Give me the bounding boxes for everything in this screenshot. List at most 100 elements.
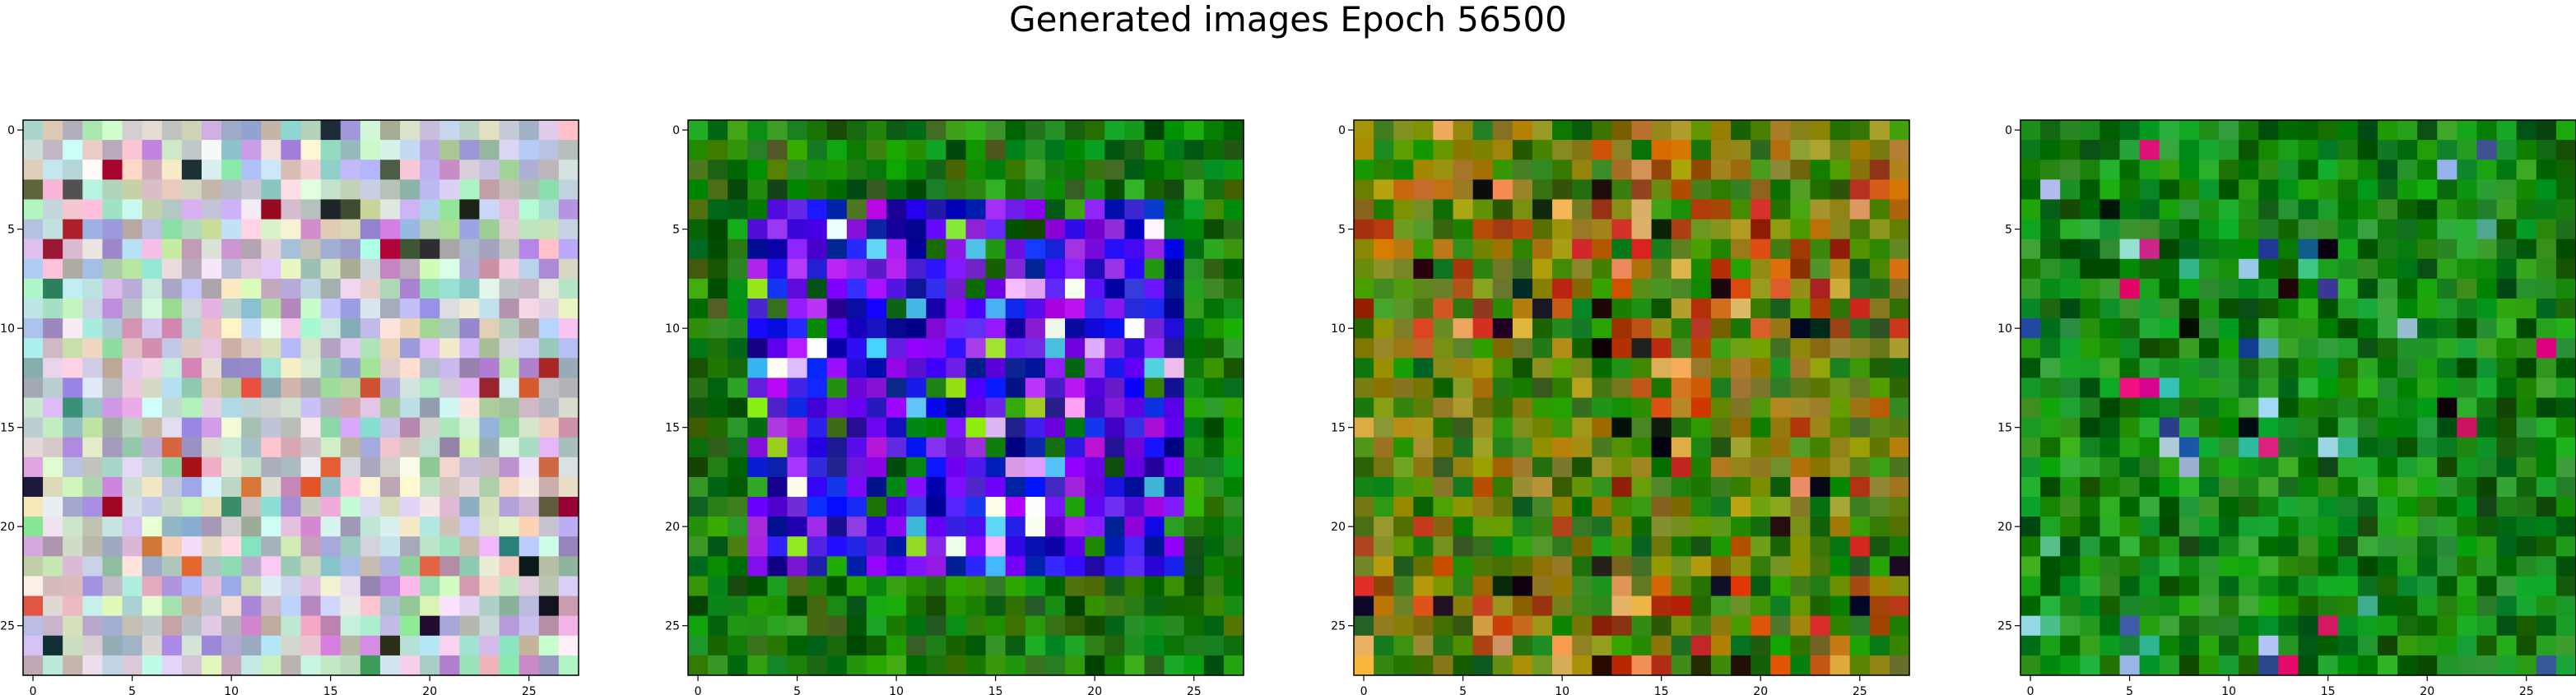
pixel-cell [1203, 476, 1225, 498]
pixel-cell [826, 258, 848, 280]
pixel-cell [221, 615, 242, 637]
pixel-cell [708, 219, 728, 240]
pixel-cell [1354, 397, 1374, 419]
pixel-cell [2318, 497, 2339, 517]
pixel-cell [2337, 258, 2359, 280]
pixel-cell [2555, 437, 2576, 458]
pixel-cell [1869, 120, 1890, 141]
pixel-cell [2258, 655, 2279, 676]
pixel-cell [787, 556, 808, 577]
pixel-cell [2239, 160, 2259, 180]
pixel-cell [459, 199, 481, 220]
pixel-cell [1869, 239, 1890, 260]
pixel-cell [1393, 378, 1414, 399]
pixel-cell [181, 358, 202, 378]
pixel-cell [1532, 378, 1553, 399]
pixel-cell [1572, 239, 1593, 260]
pixel-cell [142, 160, 163, 180]
pixel-cell [340, 160, 361, 180]
pixel-cell [2555, 318, 2576, 339]
pixel-cell [2099, 517, 2121, 537]
pixel-cell [221, 497, 242, 517]
pixel-cell [1869, 219, 1890, 240]
pixel-cell [1830, 338, 1851, 359]
pixel-cell [1751, 595, 1771, 617]
pixel-cell [1849, 338, 1871, 359]
pixel-cell [281, 120, 302, 141]
pixel-cell [479, 556, 500, 577]
pixel-cell [221, 517, 242, 537]
pixel-cell [161, 358, 183, 378]
pixel-cell [320, 417, 342, 438]
pixel-cell [2159, 239, 2180, 260]
pixel-cell [1453, 595, 1474, 617]
pixel-cell [767, 615, 788, 637]
pixel-cell [926, 397, 946, 419]
pixel-cell [1710, 199, 1732, 220]
pixel-cell [688, 456, 709, 478]
pixel-cell [1651, 536, 1672, 557]
pixel-cell [518, 199, 540, 220]
pixel-cell [2516, 476, 2537, 498]
pixel-cell [2437, 219, 2457, 240]
pixel-cell [459, 140, 481, 160]
pixel-cell [1849, 160, 1871, 180]
pixel-cell [807, 338, 828, 359]
pixel-cell [846, 556, 867, 577]
pixel-cell [2099, 378, 2121, 399]
pixel-cell [379, 517, 401, 537]
pixel-cell [2516, 576, 2537, 597]
pixel-cell [1104, 318, 1125, 339]
pixel-cell [1731, 219, 1751, 240]
pixel-cell [1183, 219, 1205, 240]
pixel-cell [2377, 556, 2398, 577]
pixel-cell [1025, 358, 1046, 378]
pixel-cell [340, 199, 361, 220]
pixel-cell [1183, 635, 1205, 656]
pixel-cell [2139, 338, 2160, 359]
pixel-cell [82, 318, 104, 339]
pixel-cell [866, 517, 887, 537]
pixel-cell [281, 417, 302, 438]
pixel-cell [926, 437, 946, 458]
pixel-cell [1025, 615, 1046, 637]
pixel-cell [2337, 556, 2359, 577]
pixel-cell [2516, 497, 2537, 517]
pixel-cell [1203, 615, 1225, 637]
pixel-cell [2337, 497, 2359, 517]
pixel-cell [1572, 358, 1593, 378]
pixel-cell [2377, 120, 2398, 141]
pixel-cell [1849, 258, 1871, 280]
pixel-cell [122, 298, 143, 319]
pixel-cell [281, 239, 302, 260]
pixel-cell [261, 278, 281, 299]
pixel-cell [2496, 397, 2518, 419]
pixel-cell [201, 655, 222, 676]
pixel-cell [1611, 497, 1633, 517]
pixel-cell [946, 397, 967, 419]
pixel-cell [1124, 456, 1146, 478]
pixel-cell [728, 239, 748, 260]
pixel-cell [1433, 635, 1454, 656]
pixel-cell [420, 417, 440, 438]
pixel-cell [102, 179, 123, 201]
pixel-cell [1203, 278, 1225, 299]
pixel-cell [1869, 278, 1890, 299]
pixel-cell [1631, 378, 1653, 399]
pixel-cell [379, 179, 401, 201]
pixel-cell [2119, 358, 2141, 378]
pixel-cell [2258, 437, 2279, 458]
pixel-cell [1710, 576, 1732, 597]
pixel-cell [926, 556, 946, 577]
pixel-cell [499, 219, 520, 240]
pixel-cell [1651, 160, 1672, 180]
pixel-cell [63, 576, 83, 597]
pixel-cell [261, 497, 281, 517]
pixel-cell [787, 219, 808, 240]
pixel-cell [767, 120, 788, 141]
pixel-cell [142, 655, 163, 676]
pixel-cell [1532, 179, 1553, 201]
pixel-cell [1183, 179, 1205, 201]
pixel-cell [2258, 417, 2279, 438]
pixel-cell [1592, 456, 1612, 478]
